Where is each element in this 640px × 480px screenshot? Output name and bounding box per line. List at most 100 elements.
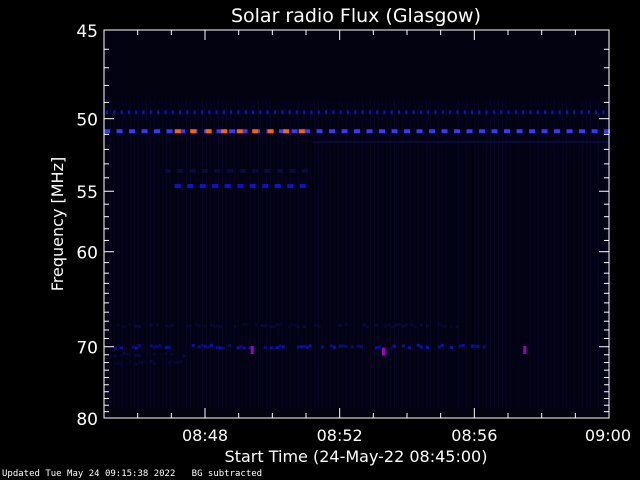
- noise-streak: [182, 100, 183, 408]
- noise-streak: [490, 100, 491, 408]
- feature-speckle: [116, 361, 120, 365]
- feature-dash: [541, 129, 548, 134]
- feature-dot: [478, 110, 481, 115]
- feature-dash: [239, 168, 246, 173]
- feature-speckle: [365, 325, 369, 329]
- noise-streak: [382, 100, 383, 408]
- feature-dot: [507, 110, 510, 115]
- feature-dot: [544, 110, 546, 115]
- y-tick-label: 60: [76, 244, 98, 264]
- y-tick-label: 45: [76, 22, 98, 42]
- feature-dash: [366, 129, 373, 134]
- feature-dot: [325, 110, 327, 115]
- noise-streak: [454, 100, 455, 408]
- feature-speckle: [125, 352, 129, 356]
- feature-dot: [346, 110, 349, 115]
- feature-dot: [186, 110, 189, 115]
- feature-dot: [434, 110, 437, 115]
- feature-dash: [236, 129, 243, 134]
- noise-streak: [198, 100, 199, 408]
- feature-dot: [427, 110, 430, 115]
- noise-streak: [186, 100, 187, 408]
- feature-dash: [252, 129, 259, 134]
- feature-speckle: [374, 323, 378, 327]
- feature-speckle: [290, 323, 294, 327]
- feature-speckle: [392, 344, 396, 348]
- feature-speckle: [401, 344, 405, 348]
- feature-speckle: [221, 346, 225, 350]
- noise-streak: [602, 100, 603, 408]
- feature-dot: [193, 110, 196, 115]
- noise-streak: [242, 100, 243, 408]
- footer: Updated Tue May 24 09:15:38 2022 BG subt…: [2, 469, 262, 479]
- feature-dot: [595, 110, 598, 115]
- noise-streak: [334, 100, 335, 408]
- feature-dot: [106, 110, 108, 115]
- plot-frame: [103, 29, 610, 419]
- feature-speckle: [272, 325, 276, 329]
- feature-dash: [252, 168, 259, 173]
- noise-streak: [162, 100, 163, 408]
- feature-dash: [224, 183, 231, 188]
- feature-speckle: [191, 343, 195, 347]
- x-axis: 08:48 08:52 08:56 09:00: [137, 30, 631, 445]
- feature-speckle: [419, 323, 423, 327]
- noise-streak: [446, 100, 447, 408]
- feature-speckle: [152, 362, 156, 366]
- feature-speckle: [170, 352, 174, 356]
- feature-speckle: [449, 345, 453, 349]
- feature-speckle: [476, 344, 480, 348]
- feature-speckle: [302, 344, 306, 348]
- noise-streak: [218, 100, 219, 408]
- feature-speckle: [203, 344, 207, 348]
- feature-dot: [171, 110, 174, 115]
- noise-streak: [150, 100, 151, 408]
- noise-streak: [306, 100, 307, 408]
- feature-dot: [303, 110, 306, 115]
- feature-speckle: [404, 323, 408, 327]
- noise-streak: [522, 100, 523, 408]
- feature-dot: [565, 110, 568, 115]
- feature-speckle: [266, 323, 270, 327]
- feature-speckle: [425, 324, 429, 328]
- feature-dot: [500, 110, 503, 115]
- feature-dot: [281, 110, 284, 115]
- noise-streak: [586, 100, 587, 408]
- noise-streak: [130, 100, 131, 408]
- noise-streak: [598, 100, 599, 408]
- feature-speckle: [134, 324, 138, 328]
- feature-speckle: [218, 346, 222, 350]
- feature-speckle: [155, 345, 159, 349]
- feature-speckle: [302, 325, 306, 329]
- feature-speckle: [182, 354, 186, 358]
- feature-speckle: [299, 345, 303, 349]
- noise-streak: [226, 100, 227, 408]
- feature-speckle: [437, 345, 441, 349]
- feature-dot: [288, 110, 291, 115]
- noise-streak: [378, 100, 379, 408]
- feature-dash: [241, 129, 248, 134]
- feature-speckle: [146, 352, 150, 356]
- noise-streak: [394, 100, 395, 408]
- feature-dot: [412, 110, 415, 115]
- feature-speckle: [356, 344, 360, 348]
- noise-streak: [270, 100, 271, 408]
- noise-streak: [126, 100, 127, 408]
- feature-speckle: [176, 360, 180, 364]
- noise-streak: [594, 100, 595, 408]
- feature-dot: [390, 110, 393, 115]
- updated-timestamp: Updated Tue May 24 09:15:38 2022: [2, 469, 176, 479]
- feature-speckle: [473, 344, 477, 348]
- feature-dash: [287, 183, 294, 188]
- feature-dash: [554, 129, 560, 134]
- noise-streak: [342, 100, 343, 408]
- feature-speckle: [152, 352, 156, 356]
- feature-dash: [529, 129, 535, 134]
- feature-dash: [316, 129, 323, 134]
- feature-dash: [116, 129, 123, 134]
- noise-streak: [290, 100, 291, 408]
- noise-streak: [298, 100, 299, 408]
- y-axis-label: Frequency [MHz]: [48, 157, 67, 291]
- y-tick-label: 80: [76, 410, 98, 430]
